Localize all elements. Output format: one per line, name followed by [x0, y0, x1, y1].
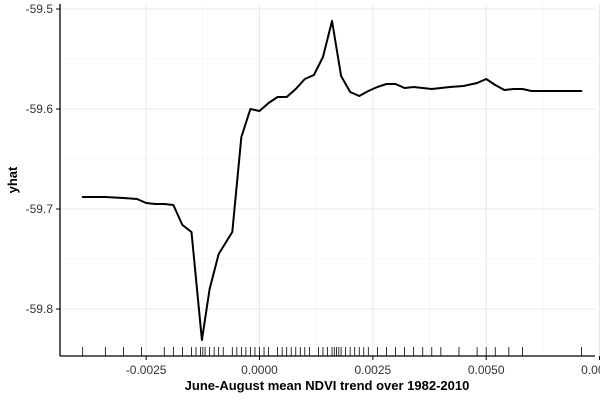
x-tick-label: 0.0050: [468, 363, 505, 377]
x-tick-label: 0.0000: [241, 363, 278, 377]
x-axis-title: June-August mean NDVI trend over 1982-20…: [185, 378, 470, 393]
x-tick-labels: -0.0025 0.0000 0.0025 0.0050 0.0075: [126, 363, 600, 377]
y-tick-label: -59.8: [26, 302, 54, 316]
y-tick-label: -59.7: [26, 202, 54, 216]
series: [81, 20, 583, 341]
y-axis-title: yhat: [5, 166, 20, 193]
x-tick-label: 0.0075: [581, 363, 600, 377]
x-tick-label: 0.0025: [354, 363, 391, 377]
rug-marks: [82, 347, 582, 356]
series-line: [81, 20, 583, 341]
x-tick-label: -0.0025: [126, 363, 167, 377]
y-tick-labels: -59.5 -59.6 -59.7 -59.8: [26, 2, 54, 316]
y-tick-label: -59.5: [26, 2, 54, 16]
y-tick-label: -59.6: [26, 102, 54, 116]
